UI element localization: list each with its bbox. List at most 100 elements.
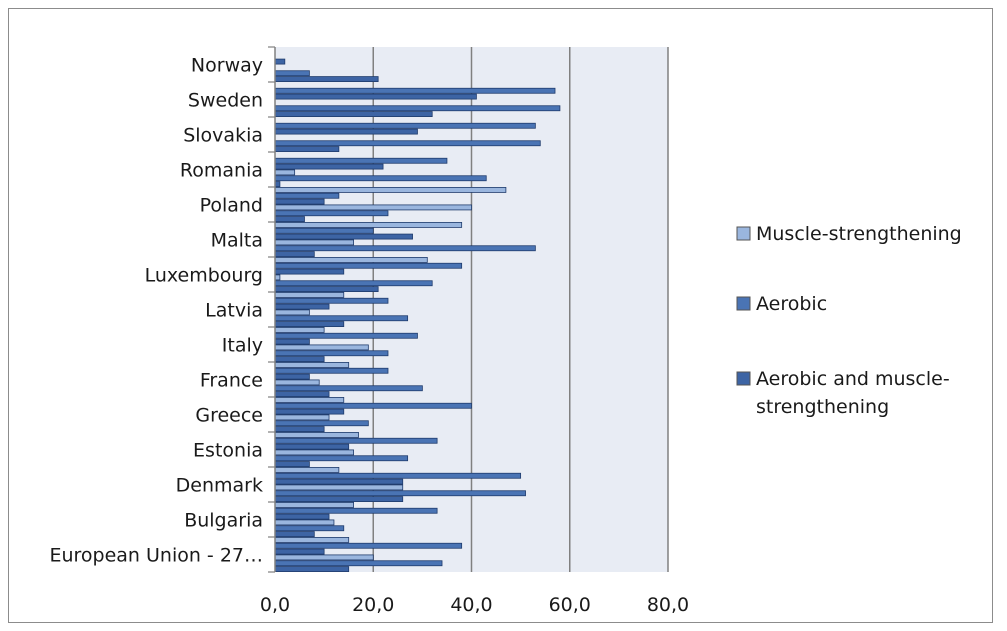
bar-aerobic (274, 472, 522, 479)
legend-label: Aerobic and muscle- (756, 368, 950, 390)
legend: Muscle-strengthening Aerobic Aerobic and m… (736, 223, 962, 418)
bar-muscle (274, 414, 330, 421)
x-tick-label: 20,0 (352, 594, 394, 616)
bar-both (274, 356, 325, 362)
bar-both (274, 111, 433, 118)
bar-aerobic (274, 437, 438, 444)
bar-aerobic (274, 192, 340, 199)
bar-aerobic (274, 175, 487, 182)
bar-both (274, 443, 350, 450)
category-label: Estonia (193, 440, 263, 462)
x-tick-label: 60,0 (549, 594, 591, 616)
bar-aerobic (274, 280, 433, 287)
bar-aerobic (274, 385, 423, 392)
category-labels: European Union - 27… Bulgaria Denmark Eston… (49, 55, 263, 567)
bar-muscle (274, 222, 463, 228)
bar-aerobic (274, 297, 389, 304)
legend-label: strengthening (756, 396, 889, 418)
bar-muscle (274, 362, 350, 368)
x-tick-labels: 0,0 20,0 40,0 60,0 80,0 (260, 594, 689, 616)
bar-muscle (274, 397, 345, 403)
bar-aerobic (274, 507, 438, 514)
bar-chart: European Union - 27… Bulgaria Denmark Eston… (49, 46, 962, 616)
bar-both (274, 373, 310, 380)
bar-aerobic (274, 262, 463, 269)
y-axis-ticks (268, 46, 275, 573)
category-label: Italy (222, 335, 263, 357)
category-label: Romania (180, 160, 263, 182)
bar-aerobic (274, 420, 369, 427)
bar-muscle (274, 327, 325, 333)
bar-both (274, 461, 310, 467)
bar-both (274, 391, 330, 397)
legend-label: Aerobic (756, 293, 827, 315)
bar-muscle (274, 344, 369, 351)
category-label: Latvia (205, 300, 263, 322)
bar-both (274, 496, 404, 502)
legend-label: Muscle-strengthening (756, 223, 962, 245)
bar-muscle (274, 257, 428, 263)
bar-aerobic (274, 227, 374, 234)
bar-muscle (274, 292, 345, 298)
category-label: Denmark (176, 475, 263, 497)
bar-aerobic (274, 157, 448, 164)
bar-both (274, 321, 345, 327)
category-label: European Union - 27… (49, 545, 263, 567)
bar-both (274, 531, 315, 537)
bar-muscle (274, 502, 354, 508)
bar-muscle (274, 204, 472, 211)
bar-both (274, 128, 418, 135)
bar-both (274, 566, 350, 572)
bar-aerobic (274, 542, 463, 549)
bar-both (274, 548, 325, 555)
bar-aerobic (274, 332, 418, 339)
category-label: Malta (211, 230, 263, 252)
bar-both (274, 146, 340, 152)
bar-aerobic (274, 402, 472, 409)
bar-both (274, 198, 325, 205)
bar-both (274, 233, 413, 240)
category-label: Norway (191, 55, 263, 77)
bar-aerobic (274, 210, 389, 217)
bar-muscle (274, 169, 296, 176)
bar-both (274, 76, 379, 83)
bar-muscle (274, 519, 335, 526)
bar-aerobic (274, 245, 536, 252)
bar-both (274, 426, 325, 432)
bar-muscle (274, 467, 340, 473)
bar-muscle (274, 432, 359, 438)
bar-muscle (274, 239, 354, 246)
bar-muscle (274, 187, 507, 193)
bar-aerobic (274, 455, 409, 462)
bar-aerobic (274, 315, 409, 322)
bar-aerobic (274, 122, 536, 129)
bar-both (274, 408, 345, 415)
bar-aerobic (274, 350, 389, 357)
bar-aerobic (274, 367, 389, 374)
legend-swatch (736, 296, 751, 311)
bar-muscle (274, 484, 404, 491)
bar-both (274, 478, 404, 485)
bar-aerobic (274, 140, 541, 147)
bar-aerobic (274, 560, 443, 567)
bar-both (274, 338, 310, 345)
bar-muscle (274, 449, 354, 456)
bar-both (274, 268, 345, 275)
bar-both (274, 93, 477, 100)
bar-both (274, 58, 286, 65)
bar-aerobic (274, 490, 526, 497)
bar-both (274, 163, 384, 170)
category-label: Bulgaria (184, 510, 263, 532)
category-label: Slovakia (183, 125, 263, 147)
bar-both (274, 303, 330, 310)
bar-muscle (274, 379, 320, 386)
legend-swatch (736, 226, 751, 241)
category-label: Sweden (188, 90, 263, 112)
bar-muscle (274, 537, 350, 543)
bar-aerobic (274, 87, 556, 94)
bar-aerobic (274, 525, 345, 532)
bar-both (274, 216, 305, 222)
x-tick-label: 0,0 (260, 594, 290, 616)
category-label: France (200, 370, 263, 392)
bar-both (274, 286, 379, 292)
